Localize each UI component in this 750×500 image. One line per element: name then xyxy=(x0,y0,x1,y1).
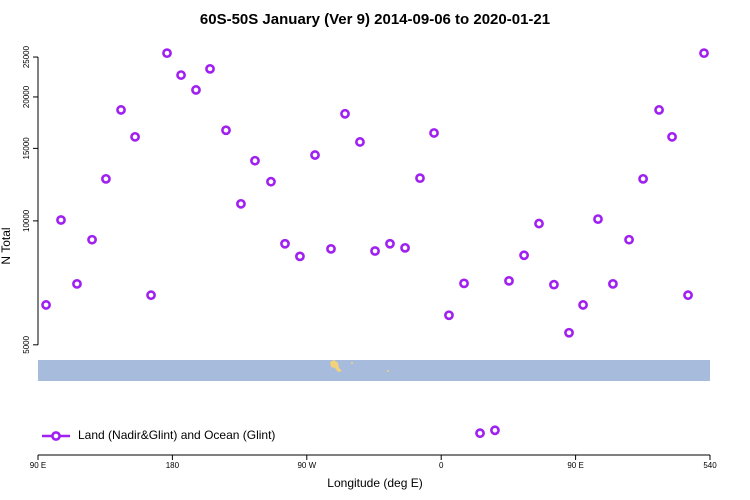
point xyxy=(699,48,709,59)
point xyxy=(624,234,634,245)
x-tick-label: 0 xyxy=(439,461,444,470)
y-tick-label: 10000 xyxy=(22,209,31,232)
point xyxy=(534,218,544,229)
point xyxy=(221,125,231,136)
point xyxy=(564,327,574,338)
point xyxy=(593,214,603,225)
x-axis-label: Longitude (deg E) xyxy=(327,476,422,490)
y-tick-label: 25000 xyxy=(22,45,31,68)
point xyxy=(101,173,111,184)
point xyxy=(400,242,410,253)
y-axis-label: N Total xyxy=(0,227,13,264)
point xyxy=(504,275,514,286)
point xyxy=(116,105,126,115)
point xyxy=(162,48,172,59)
point xyxy=(654,105,664,115)
map-strip xyxy=(38,360,710,381)
point xyxy=(370,246,380,256)
point xyxy=(608,278,618,289)
point xyxy=(355,137,365,147)
x-tick-label: 90 W xyxy=(297,461,316,470)
x-tick-label: 90 E xyxy=(567,461,583,470)
point xyxy=(146,290,156,301)
chart-title: 60S-50S January (Ver 9) 2014-09-06 to 20… xyxy=(200,11,550,28)
point xyxy=(295,251,305,262)
x-tick-label: 180 xyxy=(166,461,180,470)
legend-marker xyxy=(51,431,61,441)
point xyxy=(191,85,201,95)
point xyxy=(340,108,350,119)
legend-label: Land (Nadir&Glint) and Ocean (Glint) xyxy=(78,428,275,442)
y-tick-label: 5000 xyxy=(22,335,31,353)
point xyxy=(385,238,395,249)
land-patch xyxy=(387,370,389,372)
point xyxy=(519,250,529,261)
point xyxy=(326,243,336,254)
point xyxy=(578,300,588,310)
point xyxy=(72,278,82,289)
point xyxy=(310,150,320,160)
point xyxy=(475,428,485,439)
y-tick-label: 20000 xyxy=(22,85,31,108)
point xyxy=(176,70,186,80)
point xyxy=(638,173,648,184)
x-tick-label: 90 E xyxy=(30,461,46,470)
x-tick-label: 540 xyxy=(703,461,717,470)
point xyxy=(667,131,677,142)
land-patch xyxy=(351,362,353,364)
point xyxy=(415,173,425,184)
point xyxy=(459,278,469,289)
point xyxy=(280,238,290,249)
land-patch xyxy=(330,360,342,372)
point xyxy=(266,176,276,187)
point xyxy=(549,279,559,290)
point xyxy=(130,131,140,142)
point xyxy=(236,198,246,209)
point xyxy=(87,234,97,245)
point xyxy=(56,215,66,225)
point xyxy=(429,128,439,138)
point xyxy=(205,63,215,74)
point xyxy=(490,425,500,436)
point xyxy=(41,300,51,310)
point xyxy=(683,290,693,301)
y-tick-label: 15000 xyxy=(22,137,31,160)
point xyxy=(444,310,454,321)
point xyxy=(250,155,260,166)
